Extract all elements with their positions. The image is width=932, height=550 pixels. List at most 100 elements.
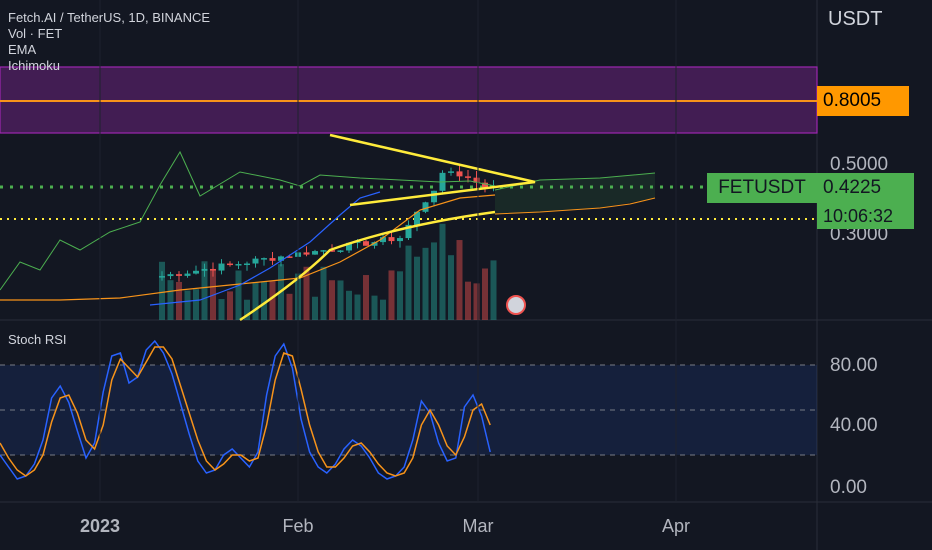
volume-bar — [388, 270, 395, 320]
candle-body — [244, 263, 250, 266]
candle-body — [269, 258, 276, 261]
rsi-tick-label: 80.00 — [830, 355, 878, 376]
volume-bar — [439, 223, 446, 320]
candle-body — [448, 171, 454, 173]
candle-body — [431, 190, 437, 203]
time-tick-label: Feb — [282, 516, 313, 536]
candle-body — [397, 238, 403, 242]
volume-bar — [159, 261, 165, 320]
candle-body — [278, 256, 284, 261]
candle-body — [312, 251, 318, 255]
volume-bar — [244, 299, 250, 320]
candle-body — [252, 258, 259, 264]
volume-bar — [184, 290, 191, 320]
candle-body — [405, 224, 412, 239]
candle-body — [414, 211, 420, 225]
volume-bar — [473, 283, 480, 320]
volume-bar — [320, 266, 327, 320]
candle-body — [456, 171, 463, 177]
volume-bar — [431, 242, 437, 320]
candle-body — [371, 242, 378, 246]
volume-bars — [159, 223, 497, 320]
rsi-tick-label: 0.00 — [830, 477, 867, 498]
volume-indicator-label[interactable]: Vol · FET — [8, 26, 63, 41]
legend: Fetch.AI / TetherUS, 1D, BINANCE Vol · F… — [8, 10, 210, 74]
candle-body — [380, 237, 386, 243]
volume-bar — [397, 271, 403, 320]
candle-body — [159, 276, 165, 278]
stoch-rsi-label[interactable]: Stoch RSI — [8, 332, 67, 347]
candle-body — [167, 274, 174, 277]
volume-bar — [346, 290, 352, 320]
volume-bar — [490, 260, 497, 320]
currency-label[interactable]: USDT — [828, 8, 883, 30]
volume-bar — [363, 275, 369, 320]
candle-body — [286, 256, 293, 258]
symbol-title[interactable]: Fetch.AI / TetherUS, 1D, BINANCE — [8, 10, 211, 25]
candle-body — [363, 241, 369, 246]
symbol-price-tag: FETUSDT — [707, 173, 817, 203]
rsi-tick-label: 40.00 — [830, 415, 878, 436]
candle-body — [337, 250, 344, 252]
volume-bar — [482, 268, 488, 320]
candle-body — [210, 268, 216, 271]
time-tick-label: Mar — [463, 516, 494, 536]
volume-bar — [303, 266, 310, 320]
volume-bar — [252, 282, 259, 320]
volume-bar — [176, 281, 182, 320]
volume-bar — [422, 247, 429, 320]
candle-body — [227, 263, 233, 266]
support-trendline — [239, 210, 496, 322]
resistance-price-tag: 0.8005 — [817, 86, 909, 116]
candle-body — [346, 242, 352, 251]
volume-bar — [227, 291, 233, 320]
volume-bar — [312, 296, 318, 320]
candle-body — [465, 176, 471, 178]
last-price-tag: 0.4225 — [817, 173, 914, 203]
candle-body — [193, 270, 199, 274]
candle-body — [482, 182, 488, 188]
candle-body — [303, 252, 310, 255]
volume-bar — [414, 256, 420, 320]
volume-bar — [465, 281, 471, 320]
candle-body — [184, 273, 191, 276]
time-tick-label: 2023 — [80, 516, 120, 536]
volume-bar — [201, 261, 208, 320]
price-tick-label: 0.3000 — [830, 224, 888, 245]
triangle-pattern — [329, 133, 536, 207]
candle-body — [201, 268, 208, 271]
time-tick-label: Apr — [662, 516, 690, 536]
event-flag-icon — [506, 295, 526, 315]
volume-bar — [405, 245, 412, 320]
volume-bar — [193, 289, 199, 320]
volume-bar — [261, 281, 267, 320]
ichimoku-indicator-label[interactable]: Ichimoku — [8, 58, 61, 73]
volume-bar — [329, 280, 335, 320]
stoch-rsi-k-line — [0, 339, 491, 480]
ichimoku-span-b — [494, 197, 656, 215]
price-tick-label: 0.5000 — [830, 154, 888, 175]
ichimoku-lagging-span — [0, 150, 496, 291]
volume-bar — [371, 295, 378, 320]
volume-bar — [448, 255, 454, 320]
conversion-line — [149, 191, 381, 306]
volume-bar — [167, 280, 174, 320]
candle-body — [235, 264, 242, 266]
candle-body — [473, 177, 480, 183]
volume-bar — [380, 299, 386, 320]
volume-bar — [218, 299, 225, 320]
stoch-rsi-d-line — [0, 346, 491, 477]
volume-bar — [286, 293, 293, 320]
candle-body — [388, 237, 395, 242]
candle-body — [218, 263, 225, 271]
candle-body — [422, 202, 429, 212]
candle-body — [176, 274, 182, 276]
volume-bar — [269, 281, 276, 320]
candle-body — [329, 250, 335, 252]
volume-bar — [456, 240, 463, 320]
candles — [159, 165, 497, 282]
bar-countdown-tag: 10:06:32 — [817, 203, 914, 229]
ema-indicator-label[interactable]: EMA — [8, 42, 37, 57]
candle-body — [261, 258, 267, 260]
